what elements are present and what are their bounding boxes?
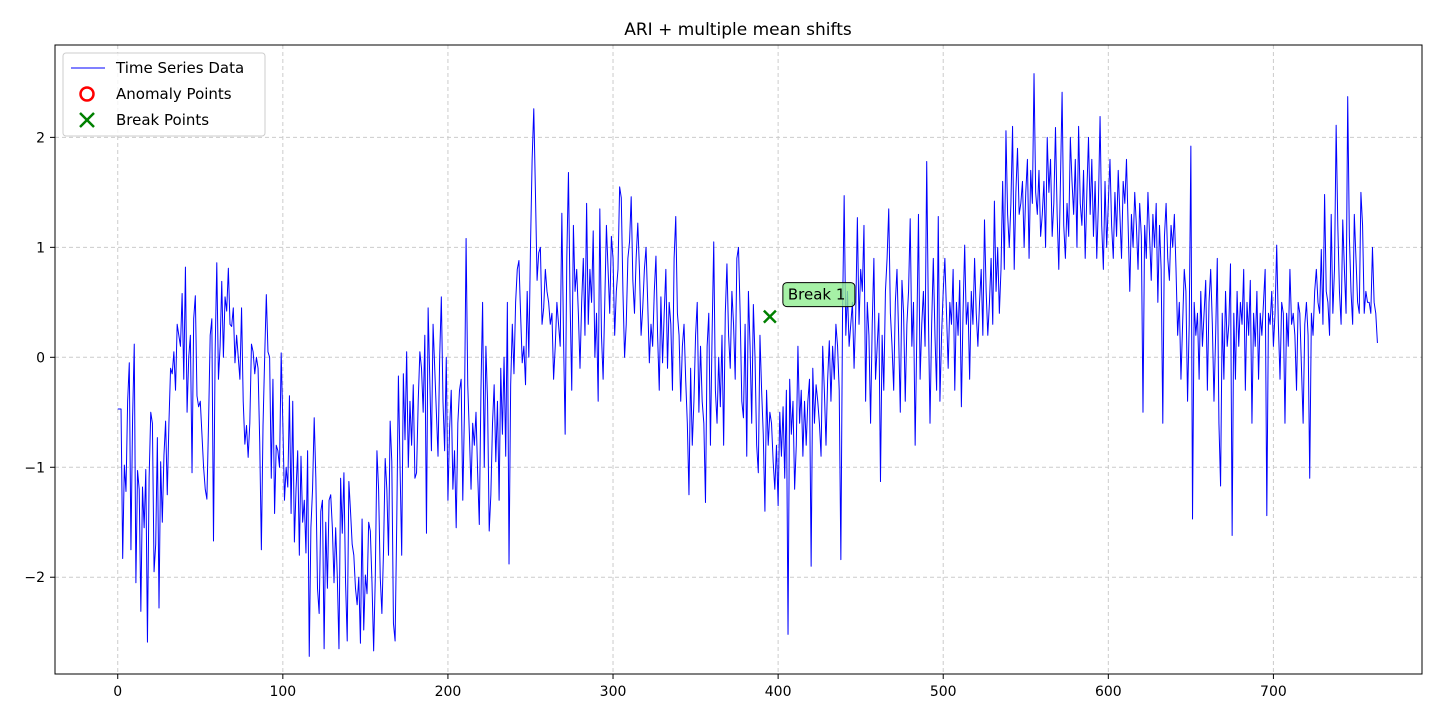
x-axis: 0 100 200 300 400 500 600 700 bbox=[113, 674, 1287, 700]
y-tick-label: −1 bbox=[24, 460, 45, 476]
x-tick-label: 500 bbox=[930, 684, 957, 700]
x-tick-label: 300 bbox=[600, 684, 627, 700]
y-axis: −2 −1 0 1 2 bbox=[24, 130, 55, 586]
legend: Time Series Data Anomaly Points Break Poin… bbox=[62, 52, 266, 137]
y-tick-label: 0 bbox=[36, 350, 45, 366]
y-tick-label: 1 bbox=[36, 240, 45, 256]
y-tick-label: −2 bbox=[24, 570, 45, 586]
legend-x-swatch bbox=[79, 112, 95, 128]
legend-label: Time Series Data bbox=[115, 59, 244, 77]
x-tick-label: 700 bbox=[1260, 684, 1287, 700]
legend-label: Anomaly Points bbox=[116, 85, 232, 103]
x-tick-label: 0 bbox=[113, 684, 122, 700]
chart-title: ARI + multiple mean shifts bbox=[624, 20, 852, 40]
break-annotation-box bbox=[782, 282, 856, 308]
x-tick-label: 400 bbox=[765, 684, 792, 700]
chart-grid bbox=[55, 45, 1422, 674]
x-tick-label: 600 bbox=[1095, 684, 1122, 700]
plot-frame bbox=[54, 44, 1423, 675]
break-point-marker bbox=[762, 309, 777, 324]
x-tick-label: 200 bbox=[435, 684, 462, 700]
series-layer bbox=[117, 73, 1378, 657]
series-line bbox=[117, 73, 1378, 657]
y-tick-label: 2 bbox=[36, 130, 45, 146]
break-point-layer: Break 1 bbox=[762, 282, 856, 324]
break-annotation-label: Break 1 bbox=[788, 286, 846, 304]
legend-label: Break Points bbox=[116, 111, 209, 129]
legend-circle-swatch bbox=[79, 86, 95, 102]
x-tick-label: 100 bbox=[269, 684, 296, 700]
legend-box bbox=[62, 52, 266, 137]
